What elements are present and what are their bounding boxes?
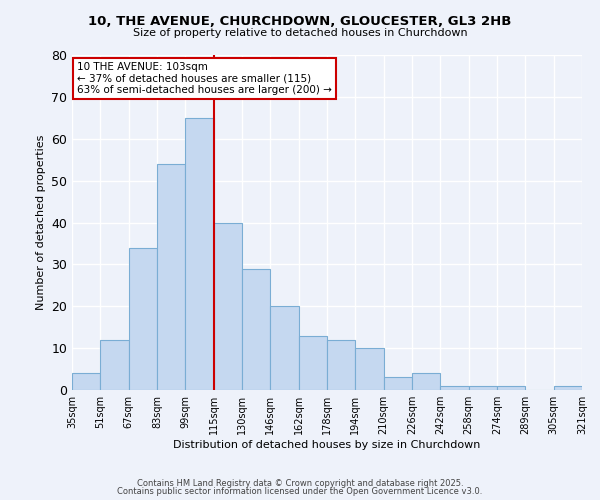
Text: Contains public sector information licensed under the Open Government Licence v3: Contains public sector information licen… <box>118 487 482 496</box>
Bar <box>383 378 412 390</box>
Text: Size of property relative to detached houses in Churchdown: Size of property relative to detached ho… <box>133 28 467 38</box>
Text: Contains HM Land Registry data © Crown copyright and database right 2025.: Contains HM Land Registry data © Crown c… <box>137 478 463 488</box>
Bar <box>214 222 242 390</box>
Text: 10, THE AVENUE, CHURCHDOWN, GLOUCESTER, GL3 2HB: 10, THE AVENUE, CHURCHDOWN, GLOUCESTER, … <box>88 15 512 28</box>
Bar <box>412 373 440 390</box>
Bar <box>271 306 299 390</box>
Bar <box>128 248 157 390</box>
Text: 10 THE AVENUE: 103sqm
← 37% of detached houses are smaller (115)
63% of semi-det: 10 THE AVENUE: 103sqm ← 37% of detached … <box>77 62 332 95</box>
Bar <box>72 373 100 390</box>
Bar <box>327 340 355 390</box>
Y-axis label: Number of detached properties: Number of detached properties <box>35 135 46 310</box>
Bar <box>440 386 469 390</box>
Bar <box>355 348 383 390</box>
X-axis label: Distribution of detached houses by size in Churchdown: Distribution of detached houses by size … <box>173 440 481 450</box>
Bar <box>100 340 128 390</box>
Bar <box>469 386 497 390</box>
Bar <box>497 386 526 390</box>
Bar <box>242 268 271 390</box>
Bar <box>157 164 185 390</box>
Bar <box>185 118 214 390</box>
Bar <box>299 336 327 390</box>
Bar <box>554 386 582 390</box>
